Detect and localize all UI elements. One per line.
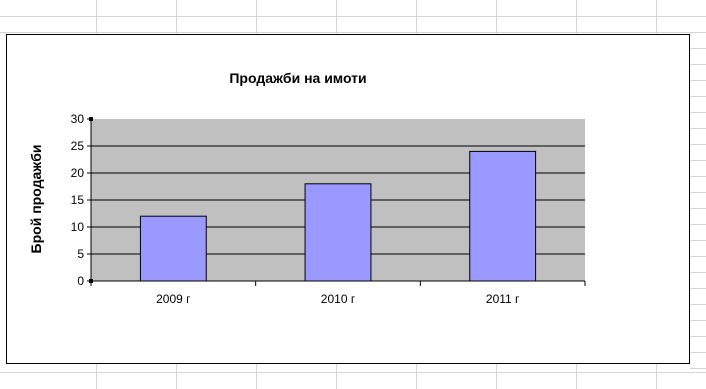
y-tick-label: 10 bbox=[71, 220, 85, 234]
bar-chart: Продажби на имоти Брой продажби 0 5 10 15 20… bbox=[28, 70, 586, 306]
plot-area-group: 0 5 10 15 20 25 30 2009 г 2010 г 2011 г bbox=[71, 112, 586, 306]
bar-2011-г bbox=[469, 150, 537, 282]
bar-2010-г bbox=[304, 183, 372, 282]
y-tick-label: 5 bbox=[77, 247, 84, 261]
selection-handle bbox=[89, 117, 93, 121]
chart-object[interactable]: Продажби на имоти Брой продажби 0 5 10 15 20… bbox=[6, 34, 690, 364]
x-tick-label: 2011 г bbox=[486, 292, 520, 306]
bar-2009-г bbox=[139, 215, 207, 282]
y-tick-label: 15 bbox=[71, 193, 85, 207]
x-tick-label: 2010 г bbox=[321, 292, 356, 306]
y-tick-label: 0 bbox=[77, 274, 84, 288]
x-tick-label: 2009 г bbox=[156, 292, 191, 306]
y-tick-label: 20 bbox=[71, 166, 85, 180]
selection-handle bbox=[89, 279, 93, 283]
y-tick-label: 30 bbox=[71, 112, 85, 126]
y-tick-label: 25 bbox=[71, 139, 85, 153]
chart-title: Продажби на имоти bbox=[229, 70, 366, 86]
y-axis-label: Брой продажби bbox=[28, 145, 44, 254]
